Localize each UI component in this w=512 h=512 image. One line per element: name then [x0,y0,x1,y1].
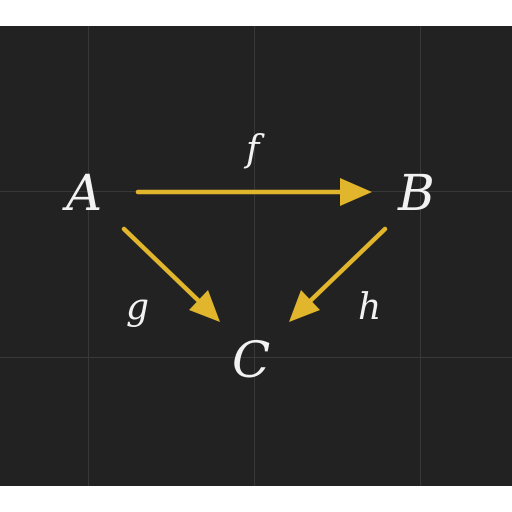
grid-line-horizontal [0,357,512,358]
arrow-g-head [189,290,220,322]
arrow-h-shaft [303,226,388,308]
grid-line-vertical [254,26,255,486]
grid-line-vertical [420,26,421,486]
arrow-h [289,226,388,322]
arrow-g [121,226,220,322]
object-b: B [398,164,435,222]
morphism-label-h: h [358,287,382,328]
diagram-canvas [0,26,512,486]
arrow-f-head [340,178,372,206]
object-a: A [66,164,103,222]
arrow-h-head [289,290,320,322]
arrow-g-shaft [121,226,206,308]
morphism-label-g: g [126,287,150,328]
object-c: C [232,331,271,389]
arrow-f [135,178,372,206]
grid-line-vertical [88,26,89,486]
morphism-label-f: f [246,129,260,170]
